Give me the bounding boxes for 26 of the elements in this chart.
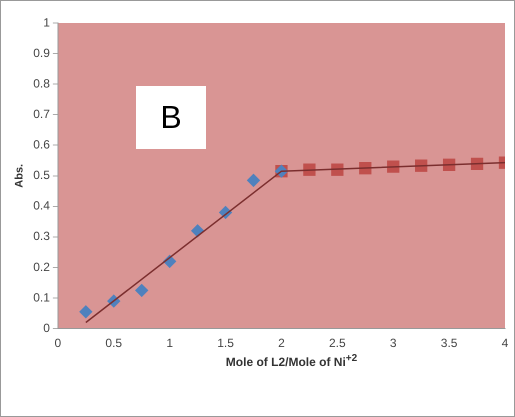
y-tick-label: 0.5: [33, 168, 50, 182]
x-tick-label: 2.5: [328, 336, 346, 350]
y-tick-label: 0.7: [33, 106, 50, 121]
y-tick-label: 0.4: [33, 198, 50, 213]
y-tick-label: 0.8: [33, 76, 50, 90]
x-tick-label: 3.5: [440, 336, 458, 350]
y-tick-label: 0: [43, 320, 50, 335]
annotation: B: [136, 86, 206, 149]
x-tick-label: 3: [390, 336, 397, 350]
y-tick-label: 0.9: [33, 46, 50, 60]
y-tick-label: 0.3: [33, 229, 50, 244]
x-tick-label: 2: [278, 336, 286, 350]
point: [246, 174, 260, 187]
y-tick-label: 0.6: [33, 138, 50, 152]
x-tick-label: 0.5: [105, 336, 122, 350]
y-axis-title: Abs.: [14, 164, 26, 188]
x-tick-label: 4: [502, 336, 509, 350]
x-tick-label: 1: [166, 336, 174, 350]
y-tick-label: 0.2: [33, 260, 50, 274]
x-tick-label: 1.5: [217, 336, 234, 350]
x-tick-label: 0: [54, 336, 62, 350]
y-tick-label: 1: [43, 15, 50, 30]
point: [135, 284, 148, 297]
y-tick-label: 0.1: [33, 290, 50, 304]
point: [79, 305, 92, 318]
x-axis-title: Mole of L2/Mole of Ni$^{+2}$: [224, 353, 358, 369]
